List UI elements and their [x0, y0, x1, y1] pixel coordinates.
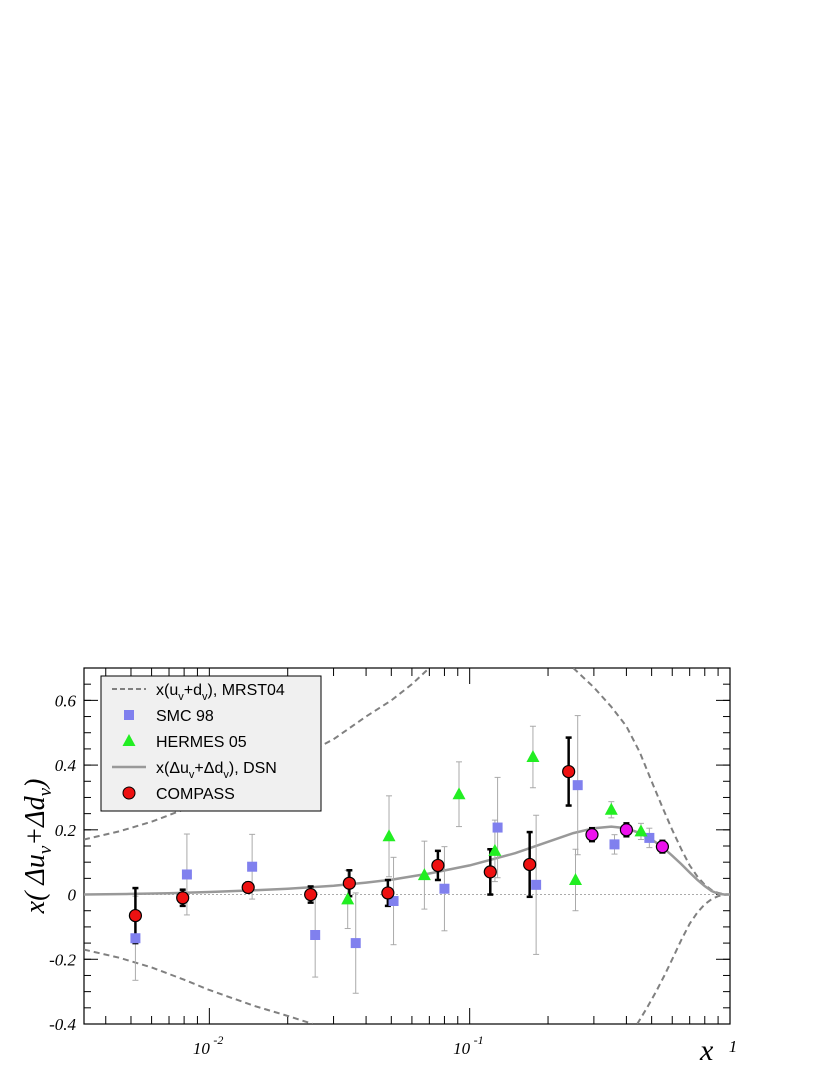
hermes-point [604, 802, 618, 815]
legend-box [100, 675, 322, 812]
y-axis-label-prefix: x( Δ [20, 868, 51, 914]
x-tick-label: 10 [193, 1039, 211, 1058]
smc-point [247, 861, 258, 872]
y-tick-label: -0.4 [49, 1015, 76, 1034]
smc-point [388, 896, 399, 907]
smc-point [130, 933, 141, 944]
legend-compass-marker [122, 786, 136, 800]
legend-label-subscript: v [189, 769, 195, 781]
mrst-curve-mrst-lower-highx [636, 893, 730, 1024]
legend-label-compass: COMPASS [156, 786, 235, 803]
compass-point [342, 876, 356, 890]
y-tick-label: 0 [68, 886, 77, 905]
legend-label-dsn: x(Δuv+Δdv), DSN [156, 760, 277, 781]
y-axis-label-close: ) [20, 779, 51, 790]
legend-label-hermes: HERMES 05 [156, 734, 247, 751]
compass-point [431, 858, 445, 873]
smc-point [492, 822, 503, 833]
hermes-point [488, 843, 502, 856]
hermes-point [634, 824, 648, 837]
smc-point [609, 839, 620, 850]
hermes-point [417, 868, 431, 881]
legend-label-part: ), DSN [229, 760, 277, 777]
legend-label-part: x(Δu [156, 760, 189, 777]
compass-point [176, 891, 190, 905]
smc-point [572, 780, 583, 791]
legend-label-mrst: x(uv+dv), MRST04 [156, 682, 285, 703]
y-axis-label-u: u [20, 854, 51, 868]
compass-point [655, 840, 670, 854]
legend-label-subscript: v [178, 691, 184, 703]
hermes-point [526, 750, 540, 762]
compass-point [619, 823, 634, 837]
y-tick-label: 0.2 [55, 821, 77, 840]
hermes-point [341, 892, 355, 905]
y-axis-label: x( Δuv+Δdv) [20, 779, 56, 915]
mrst-curve-mrst-upper [84, 668, 430, 841]
smc-point [531, 879, 542, 890]
legend-smc-marker [124, 710, 134, 720]
x-tick-exponent: -1 [474, 1033, 484, 1047]
legend-label-part: ), MRST04 [207, 682, 284, 699]
y-tick-label: 0.4 [55, 756, 77, 775]
legend-label-smc: SMC 98 [156, 708, 214, 725]
compass-point [585, 828, 599, 842]
smc-point [350, 938, 361, 949]
x-tick-exponent: -2 [213, 1033, 223, 1047]
x-axis-label: x [699, 1034, 714, 1067]
y-axis-label-plus: +Δ [20, 810, 51, 845]
legend-hermes-marker [122, 734, 136, 746]
hermes-point [382, 829, 396, 842]
x-tick-label: 1 [729, 1037, 738, 1056]
legend-label-part: +Δd [194, 760, 223, 777]
compass-point [304, 887, 318, 902]
data-layer [128, 715, 670, 994]
x-tick-label: 10 [453, 1039, 471, 1058]
dsn-curve [84, 825, 730, 896]
mrst-curve-mrst-lower [84, 948, 314, 1024]
y-tick-label: -0.2 [49, 950, 76, 969]
hermes-point [569, 872, 583, 885]
axes-layer: -0.4-0.200.20.40.610 -2 10 -1 1 [49, 667, 738, 1058]
compass-point [523, 857, 537, 872]
hermes-point [452, 787, 466, 800]
compass-point [381, 886, 395, 900]
compass-point [562, 764, 576, 779]
legend-label-subscript: v [202, 691, 208, 703]
y-tick-label: 0.6 [55, 691, 77, 710]
mrst-curve-mrst-upper-highx [572, 668, 730, 896]
compass-point [483, 865, 497, 879]
smc-point [181, 869, 192, 880]
legend-label-part: x(u [156, 682, 178, 699]
legend-label-subscript: v [223, 769, 229, 781]
compass-point [241, 880, 255, 895]
legend-label-part: +d [184, 682, 202, 699]
smc-point [439, 883, 450, 894]
smc-point [644, 832, 655, 843]
y-axis-label-sub2: v [35, 787, 56, 796]
compass-point [128, 908, 143, 923]
y-axis-label-d: d [20, 795, 51, 810]
y-axis-label-sub1: v [35, 845, 56, 854]
smc-point [310, 930, 321, 940]
